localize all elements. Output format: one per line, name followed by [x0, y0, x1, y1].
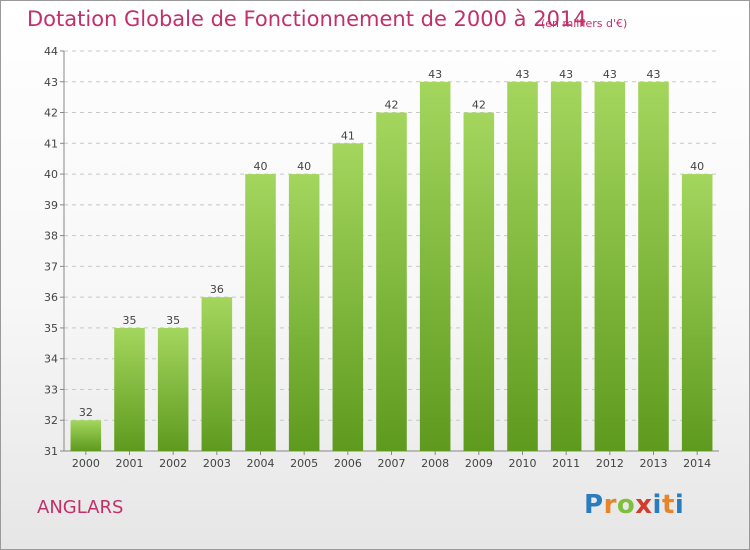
bar-2003 — [201, 297, 233, 451]
logo-letter: t — [661, 490, 675, 520]
bar-value-label: 40 — [690, 160, 704, 173]
bar-value-label: 43 — [428, 68, 442, 81]
y-tick-label: 35 — [44, 322, 58, 335]
x-tick-label: 2004 — [247, 457, 275, 470]
y-tick-label: 37 — [44, 260, 58, 273]
bar-2012 — [594, 81, 626, 452]
bar-value-label: 42 — [385, 99, 399, 112]
x-tick-label: 2014 — [683, 457, 711, 470]
bar-value-label: 36 — [210, 283, 224, 296]
y-tick-label: 44 — [44, 45, 58, 58]
bar-2007 — [376, 112, 407, 452]
logo-letter: x — [635, 490, 653, 520]
y-tick-label: 31 — [44, 445, 58, 458]
bar-2010 — [507, 81, 538, 452]
y-tick-label: 33 — [44, 383, 58, 396]
bar-layer — [70, 81, 713, 452]
y-tick-label: 34 — [44, 353, 58, 366]
y-tick-label: 42 — [44, 107, 58, 120]
bar-value-label: 35 — [123, 314, 137, 327]
bar-value-label: 40 — [297, 160, 311, 173]
bar-2000 — [70, 420, 102, 451]
bar-value-label: 43 — [516, 68, 530, 81]
y-tick-label: 43 — [44, 76, 58, 89]
x-tick-label: 2007 — [378, 457, 406, 470]
bar-2006 — [332, 143, 364, 452]
bar-2009 — [463, 112, 495, 452]
y-tick-label: 38 — [44, 230, 58, 243]
bar-2005 — [288, 174, 320, 452]
proxiti-logo[interactable]: Proxiti — [584, 490, 684, 520]
logo-letter: i — [652, 490, 662, 520]
logo-letter: o — [616, 490, 636, 520]
x-tick-label: 2009 — [465, 457, 493, 470]
logo-letter: r — [603, 490, 617, 520]
bar-value-label: 43 — [647, 68, 661, 81]
bar-2014 — [681, 174, 713, 452]
y-tick-label: 40 — [44, 168, 58, 181]
chart-title: Dotation Globale de Fonctionnement de 20… — [27, 7, 587, 31]
bar-2011 — [550, 81, 582, 452]
x-tick-label: 2003 — [203, 457, 231, 470]
y-tick-label: 39 — [44, 199, 58, 212]
bar-value-label: 41 — [341, 129, 355, 142]
data-label-layer: 32 35 35 36 40 40 41 42 43 42 43 43 43 43 40 — [79, 68, 704, 419]
bar-value-label: 35 — [166, 314, 180, 327]
x-tick-label: 2008 — [421, 457, 449, 470]
logo-letter: P — [584, 490, 604, 520]
x-tick-label: 2006 — [334, 457, 362, 470]
x-tick-label: 2013 — [640, 457, 668, 470]
bar-value-label: 43 — [603, 68, 617, 81]
commune-name: ANGLARS — [37, 497, 124, 518]
bar-2008 — [419, 81, 451, 452]
y-tick-label: 41 — [44, 137, 58, 150]
x-tick-label: 2005 — [290, 457, 318, 470]
bar-2013 — [638, 81, 669, 452]
chart-subtitle: (en milliers d'€) — [541, 17, 628, 30]
bar-value-label: 40 — [254, 160, 268, 173]
x-tick-label: 2012 — [596, 457, 624, 470]
bar-2004 — [245, 174, 276, 452]
x-tick-label: 2001 — [116, 457, 144, 470]
y-tick-label: 32 — [44, 414, 58, 427]
bar-2002 — [157, 327, 189, 451]
bar-value-label: 32 — [79, 406, 93, 419]
bar-value-label: 42 — [472, 99, 486, 112]
y-tick-label: 36 — [44, 291, 58, 304]
bar-2001 — [114, 327, 145, 451]
axis-layer: 31 32 33 34 35 36 37 38 39 40 41 42 43 44 2000 2001 2002… — [44, 45, 719, 470]
x-tick-label: 2010 — [509, 457, 537, 470]
x-tick-label: 2002 — [159, 457, 187, 470]
x-tick-label: 2011 — [552, 457, 580, 470]
logo-letter: i — [674, 490, 685, 520]
x-tick-label: 2000 — [72, 457, 100, 470]
bar-value-label: 43 — [559, 68, 573, 81]
